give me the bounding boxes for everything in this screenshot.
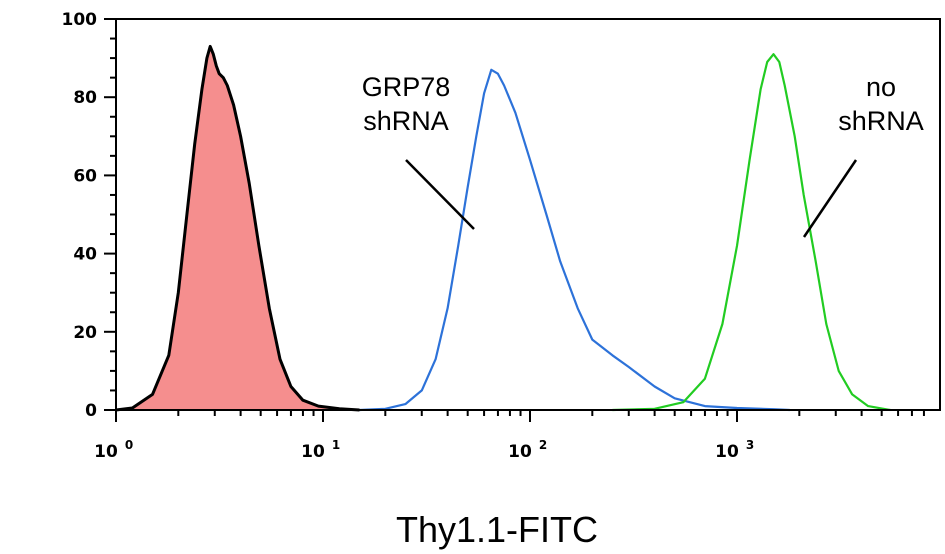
series-3-line — [612, 53, 891, 412]
annotation-2-pointer — [802, 159, 858, 238]
annotations: GRP78 shRNA no shRNA — [362, 72, 924, 238]
y-tick-label: 0 — [85, 401, 97, 421]
series-1-fill — [116, 46, 360, 411]
x-tick-label: 10 — [715, 442, 739, 462]
series-layer — [115, 44, 891, 412]
x-tick-label: 10 — [301, 442, 325, 462]
annotation-1-text: shRNA — [363, 106, 449, 136]
x-axis-label: Thy1.1-FITC — [396, 509, 598, 550]
series-2-line — [359, 68, 790, 412]
fill-layer — [116, 46, 360, 411]
x-tick-exponent: 2 — [539, 438, 547, 452]
series-1-line — [115, 44, 360, 412]
y-tick-label: 100 — [62, 10, 98, 30]
annotation-2-text: shRNA — [838, 106, 924, 136]
x-tick-label: 10 — [94, 442, 118, 462]
x-axis: 10 0 10 1 10 2 10 3 — [94, 410, 925, 462]
y-tick-label: 20 — [73, 323, 97, 343]
y-tick-label: 40 — [73, 245, 97, 265]
annotation-1-text: GRP78 — [362, 72, 451, 102]
x-tick-exponent: 3 — [746, 438, 754, 452]
x-tick-label: 10 — [508, 442, 532, 462]
annotation-2-text: no — [866, 72, 896, 102]
y-axis: 0 20 40 60 80 100 — [62, 10, 116, 421]
x-tick-exponent: 0 — [125, 438, 133, 452]
y-tick-label: 80 — [73, 88, 97, 108]
x-tick-exponent: 1 — [332, 438, 340, 452]
y-tick-label: 60 — [73, 166, 97, 186]
annotation-1-pointer — [405, 159, 475, 230]
